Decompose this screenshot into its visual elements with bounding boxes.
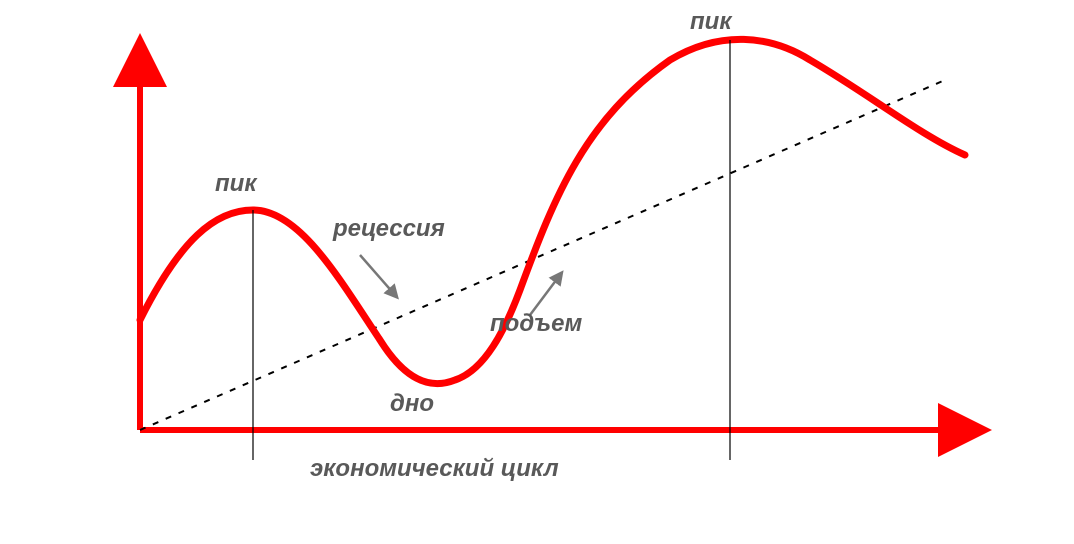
label-title: экономический цикл (310, 455, 559, 483)
label-upturn: подъем (490, 310, 582, 338)
label-peak2: пик (690, 8, 731, 36)
label-recession: рецессия (333, 215, 445, 243)
economic-cycle-diagram: пик пик рецессия подъем дно экономически… (0, 0, 1074, 544)
label-peak1: пик (215, 170, 256, 198)
trend-line (140, 80, 945, 430)
label-trough: дно (390, 390, 434, 418)
recession-arrow (360, 255, 395, 295)
upturn-arrow (530, 275, 560, 315)
